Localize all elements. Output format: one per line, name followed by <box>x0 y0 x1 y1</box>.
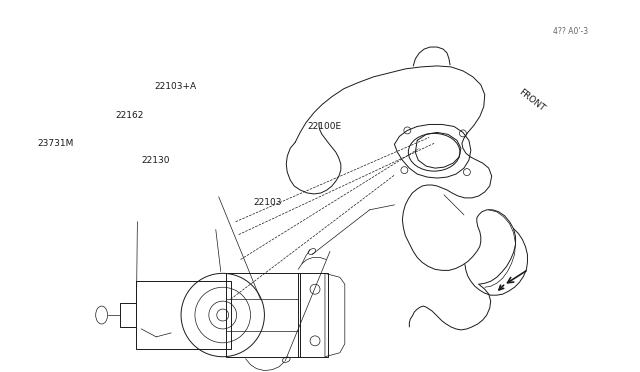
Text: 22103+A: 22103+A <box>155 82 197 91</box>
Text: 22130: 22130 <box>141 155 170 165</box>
Text: FRONT: FRONT <box>517 87 547 113</box>
Text: 23731M: 23731M <box>37 139 74 148</box>
Text: 4?? A0'-3: 4?? A0'-3 <box>554 27 588 36</box>
Text: 22162: 22162 <box>115 111 144 121</box>
Text: 22100E: 22100E <box>307 122 341 131</box>
Text: 22103: 22103 <box>253 198 282 207</box>
